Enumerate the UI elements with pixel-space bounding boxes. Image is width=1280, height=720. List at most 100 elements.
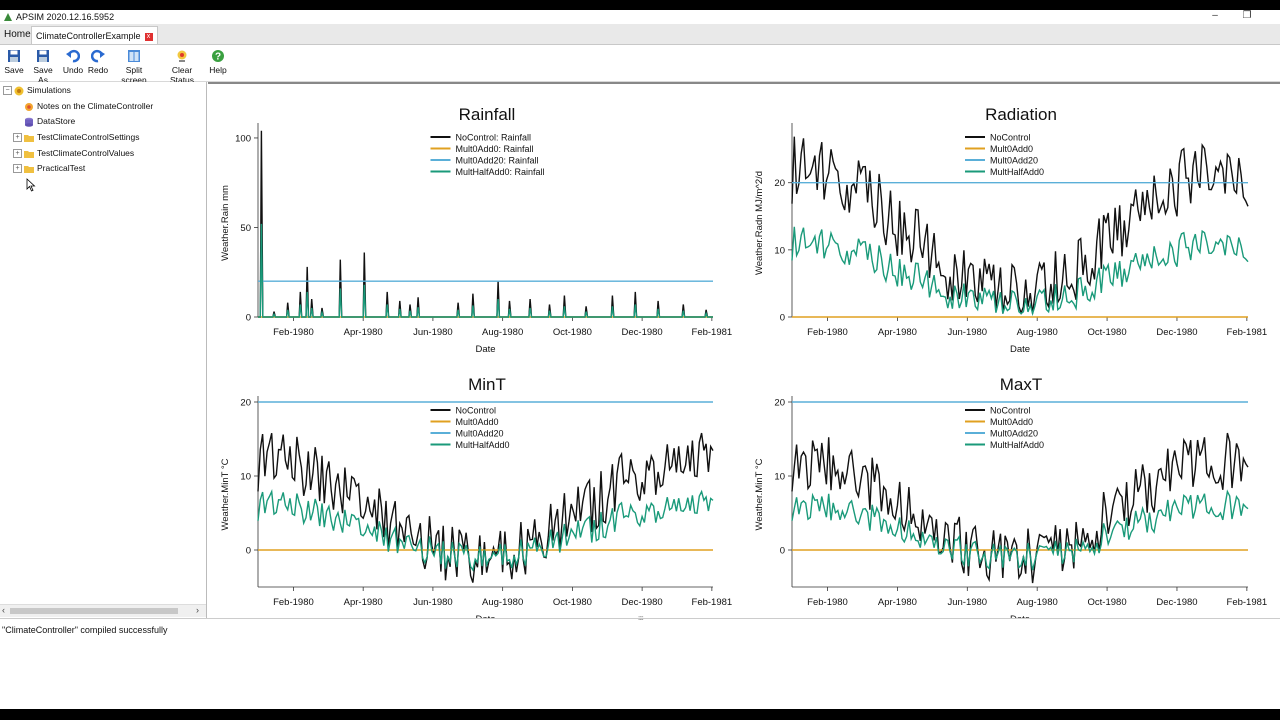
help-icon: ? bbox=[212, 50, 224, 63]
expand-practicaltest-icon[interactable]: + bbox=[13, 164, 22, 173]
chart-mint: MinT 0 10 20 Feb-1980 Apr-1980 Jun-1980 Aug-198… bbox=[220, 375, 733, 625]
legend-label: Mult0Add20 bbox=[990, 156, 1038, 166]
scroll-left-icon[interactable]: ‹ bbox=[2, 605, 5, 615]
x-tick-label: Feb-1980 bbox=[273, 327, 314, 338]
scroll-right-icon[interactable]: › bbox=[196, 605, 199, 615]
chart-title: MinT bbox=[468, 375, 506, 394]
tree-horizontal-scrollbar[interactable]: ‹ › bbox=[0, 604, 206, 617]
undo-button[interactable]: Undo bbox=[62, 49, 84, 75]
x-tick-label: Apr-1980 bbox=[344, 327, 383, 338]
toolbar: Save Save As Undo Redo Split screen Clea… bbox=[0, 45, 1280, 85]
series-line-nocontrol bbox=[791, 136, 1249, 316]
clear-status-button[interactable]: Clear Status bbox=[160, 49, 204, 85]
collapse-simulations-icon[interactable]: − bbox=[3, 86, 12, 95]
split-screen-icon bbox=[128, 50, 140, 62]
y-tick-label: 0 bbox=[246, 546, 251, 557]
undo-label: Undo bbox=[62, 65, 84, 75]
status-panel: ::::::: "ClimateController" compiled suc… bbox=[0, 616, 1280, 709]
svg-text:?: ? bbox=[215, 52, 221, 63]
x-tick-label: Apr-1980 bbox=[878, 597, 917, 608]
help-button[interactable]: ? Help bbox=[207, 49, 229, 75]
graph-panel: Rainfall 0 50 100 Feb-1980 Apr-1980 Jun-1980 Au… bbox=[208, 82, 1280, 625]
y-axis-label: Weather.Rain mm bbox=[220, 185, 231, 261]
legend-label: Mult0Add0 bbox=[990, 417, 1033, 427]
legend-label: NoControl: Rainfall bbox=[456, 133, 532, 143]
y-tick-label: 10 bbox=[774, 472, 785, 483]
x-tick-label: Oct-1980 bbox=[1088, 327, 1127, 338]
legend-label: Mult0Add0 bbox=[990, 144, 1033, 154]
minimize-button[interactable]: – bbox=[1212, 10, 1218, 21]
x-tick-label: Dec-1980 bbox=[1156, 327, 1197, 338]
split-screen-button[interactable]: Split screen bbox=[112, 49, 156, 85]
expand-testclimatecontrolsettings-icon[interactable]: + bbox=[13, 133, 22, 142]
redo-label: Redo bbox=[87, 65, 109, 75]
tree-label-testclimatecontrolvalues: TestClimateControlValues bbox=[37, 148, 135, 158]
tree-label-simulations: Simulations bbox=[27, 85, 71, 95]
x-tick-label: Oct-1980 bbox=[553, 597, 592, 608]
folder-icon bbox=[24, 165, 34, 173]
redo-button[interactable]: Redo bbox=[87, 49, 109, 75]
x-tick-label: Dec-1980 bbox=[622, 327, 663, 338]
x-tick-label: Feb-1981 bbox=[692, 327, 733, 338]
y-axis-label: Weather.MinT °C bbox=[754, 458, 765, 530]
x-tick-label: Dec-1980 bbox=[622, 597, 663, 608]
chart-title: Radiation bbox=[985, 105, 1057, 124]
x-tick-label: Oct-1980 bbox=[1088, 597, 1127, 608]
series-line-multhalfadd0 bbox=[791, 489, 1249, 571]
legend-label: MultHalfAdd0: Rainfall bbox=[456, 167, 545, 177]
clear-status-icon bbox=[177, 50, 187, 62]
tab-climate-controller-example[interactable]: ClimateControllerExample x bbox=[31, 26, 158, 44]
apsim-logo-icon bbox=[4, 13, 12, 21]
window-title: APSIM 2020.12.16.5952 bbox=[16, 12, 115, 22]
x-tick-label: Aug-1980 bbox=[482, 597, 523, 608]
x-axis-label: Date bbox=[475, 344, 495, 355]
tree-node-testclimatecontrolvalues[interactable]: TestClimateControlValues bbox=[24, 146, 134, 160]
legend-label: NoControl bbox=[990, 133, 1031, 143]
mouse-cursor-icon bbox=[26, 178, 36, 192]
chart-title: MaxT bbox=[1000, 375, 1043, 394]
close-tab-icon[interactable]: x bbox=[144, 32, 153, 41]
expand-testclimatecontrolvalues-icon[interactable]: + bbox=[13, 149, 22, 158]
folder-icon bbox=[24, 150, 34, 158]
chart-radiation: Radiation 0 10 20 Feb-1980 Apr-1980 Jun-1980 Au… bbox=[754, 105, 1267, 355]
legend-label: NoControl bbox=[990, 406, 1031, 416]
save-as-label: Save As bbox=[33, 65, 53, 85]
tab-home[interactable]: Home bbox=[4, 29, 31, 40]
splitter-grip[interactable]: ::::::: bbox=[638, 616, 644, 622]
simulation-tree: − Simulations Notes on the ClimateContro… bbox=[0, 82, 207, 618]
tree-label-practicaltest: PracticalTest bbox=[37, 163, 86, 173]
restore-button[interactable]: ❐ bbox=[1242, 10, 1252, 21]
x-tick-label: Jun-1980 bbox=[413, 597, 453, 608]
tree-node-datastore[interactable]: DataStore bbox=[24, 114, 75, 128]
split-screen-label: Split screen bbox=[121, 65, 147, 85]
note-icon bbox=[25, 102, 33, 111]
x-tick-label: Feb-1981 bbox=[692, 597, 733, 608]
x-tick-label: Aug-1980 bbox=[1017, 597, 1058, 608]
tree-node-testclimatecontrolsettings[interactable]: TestClimateControlSettings bbox=[24, 130, 140, 144]
app-window: APSIM 2020.12.16.5952 – ❐ Home ClimateCo… bbox=[0, 10, 1280, 709]
title-bar: APSIM 2020.12.16.5952 – ❐ bbox=[0, 10, 1280, 24]
legend-label: MultHalfAdd0 bbox=[990, 440, 1044, 450]
series-line-multhalfadd0-rainfall bbox=[258, 223, 713, 318]
save-button[interactable]: Save bbox=[4, 49, 24, 75]
scrollbar-thumb[interactable] bbox=[10, 608, 178, 614]
series-line-multhalfadd0 bbox=[257, 489, 714, 572]
x-tick-label: Feb-1981 bbox=[1227, 597, 1268, 608]
tree-node-simulations[interactable]: Simulations bbox=[14, 83, 71, 97]
tree-node-notes[interactable]: Notes on the ClimateController bbox=[24, 99, 153, 113]
x-axis-label: Date bbox=[1010, 344, 1030, 355]
simulations-icon bbox=[14, 86, 24, 96]
clear-status-label: Clear Status bbox=[169, 65, 195, 85]
save-as-button[interactable]: Save As bbox=[28, 49, 58, 85]
y-axis-label: Weather.Radn MJ/m^2/d bbox=[754, 171, 765, 275]
x-tick-label: Jun-1980 bbox=[947, 327, 987, 338]
save-label: Save bbox=[4, 65, 24, 75]
x-tick-label: Oct-1980 bbox=[553, 327, 592, 338]
y-tick-label: 10 bbox=[240, 472, 251, 483]
x-tick-label: Aug-1980 bbox=[1017, 327, 1058, 338]
tab-bar: Home ClimateControllerExample x bbox=[0, 24, 1280, 45]
y-tick-label: 0 bbox=[780, 546, 785, 557]
tree-node-practicaltest[interactable]: PracticalTest bbox=[24, 161, 85, 175]
x-tick-label: Apr-1980 bbox=[344, 597, 383, 608]
